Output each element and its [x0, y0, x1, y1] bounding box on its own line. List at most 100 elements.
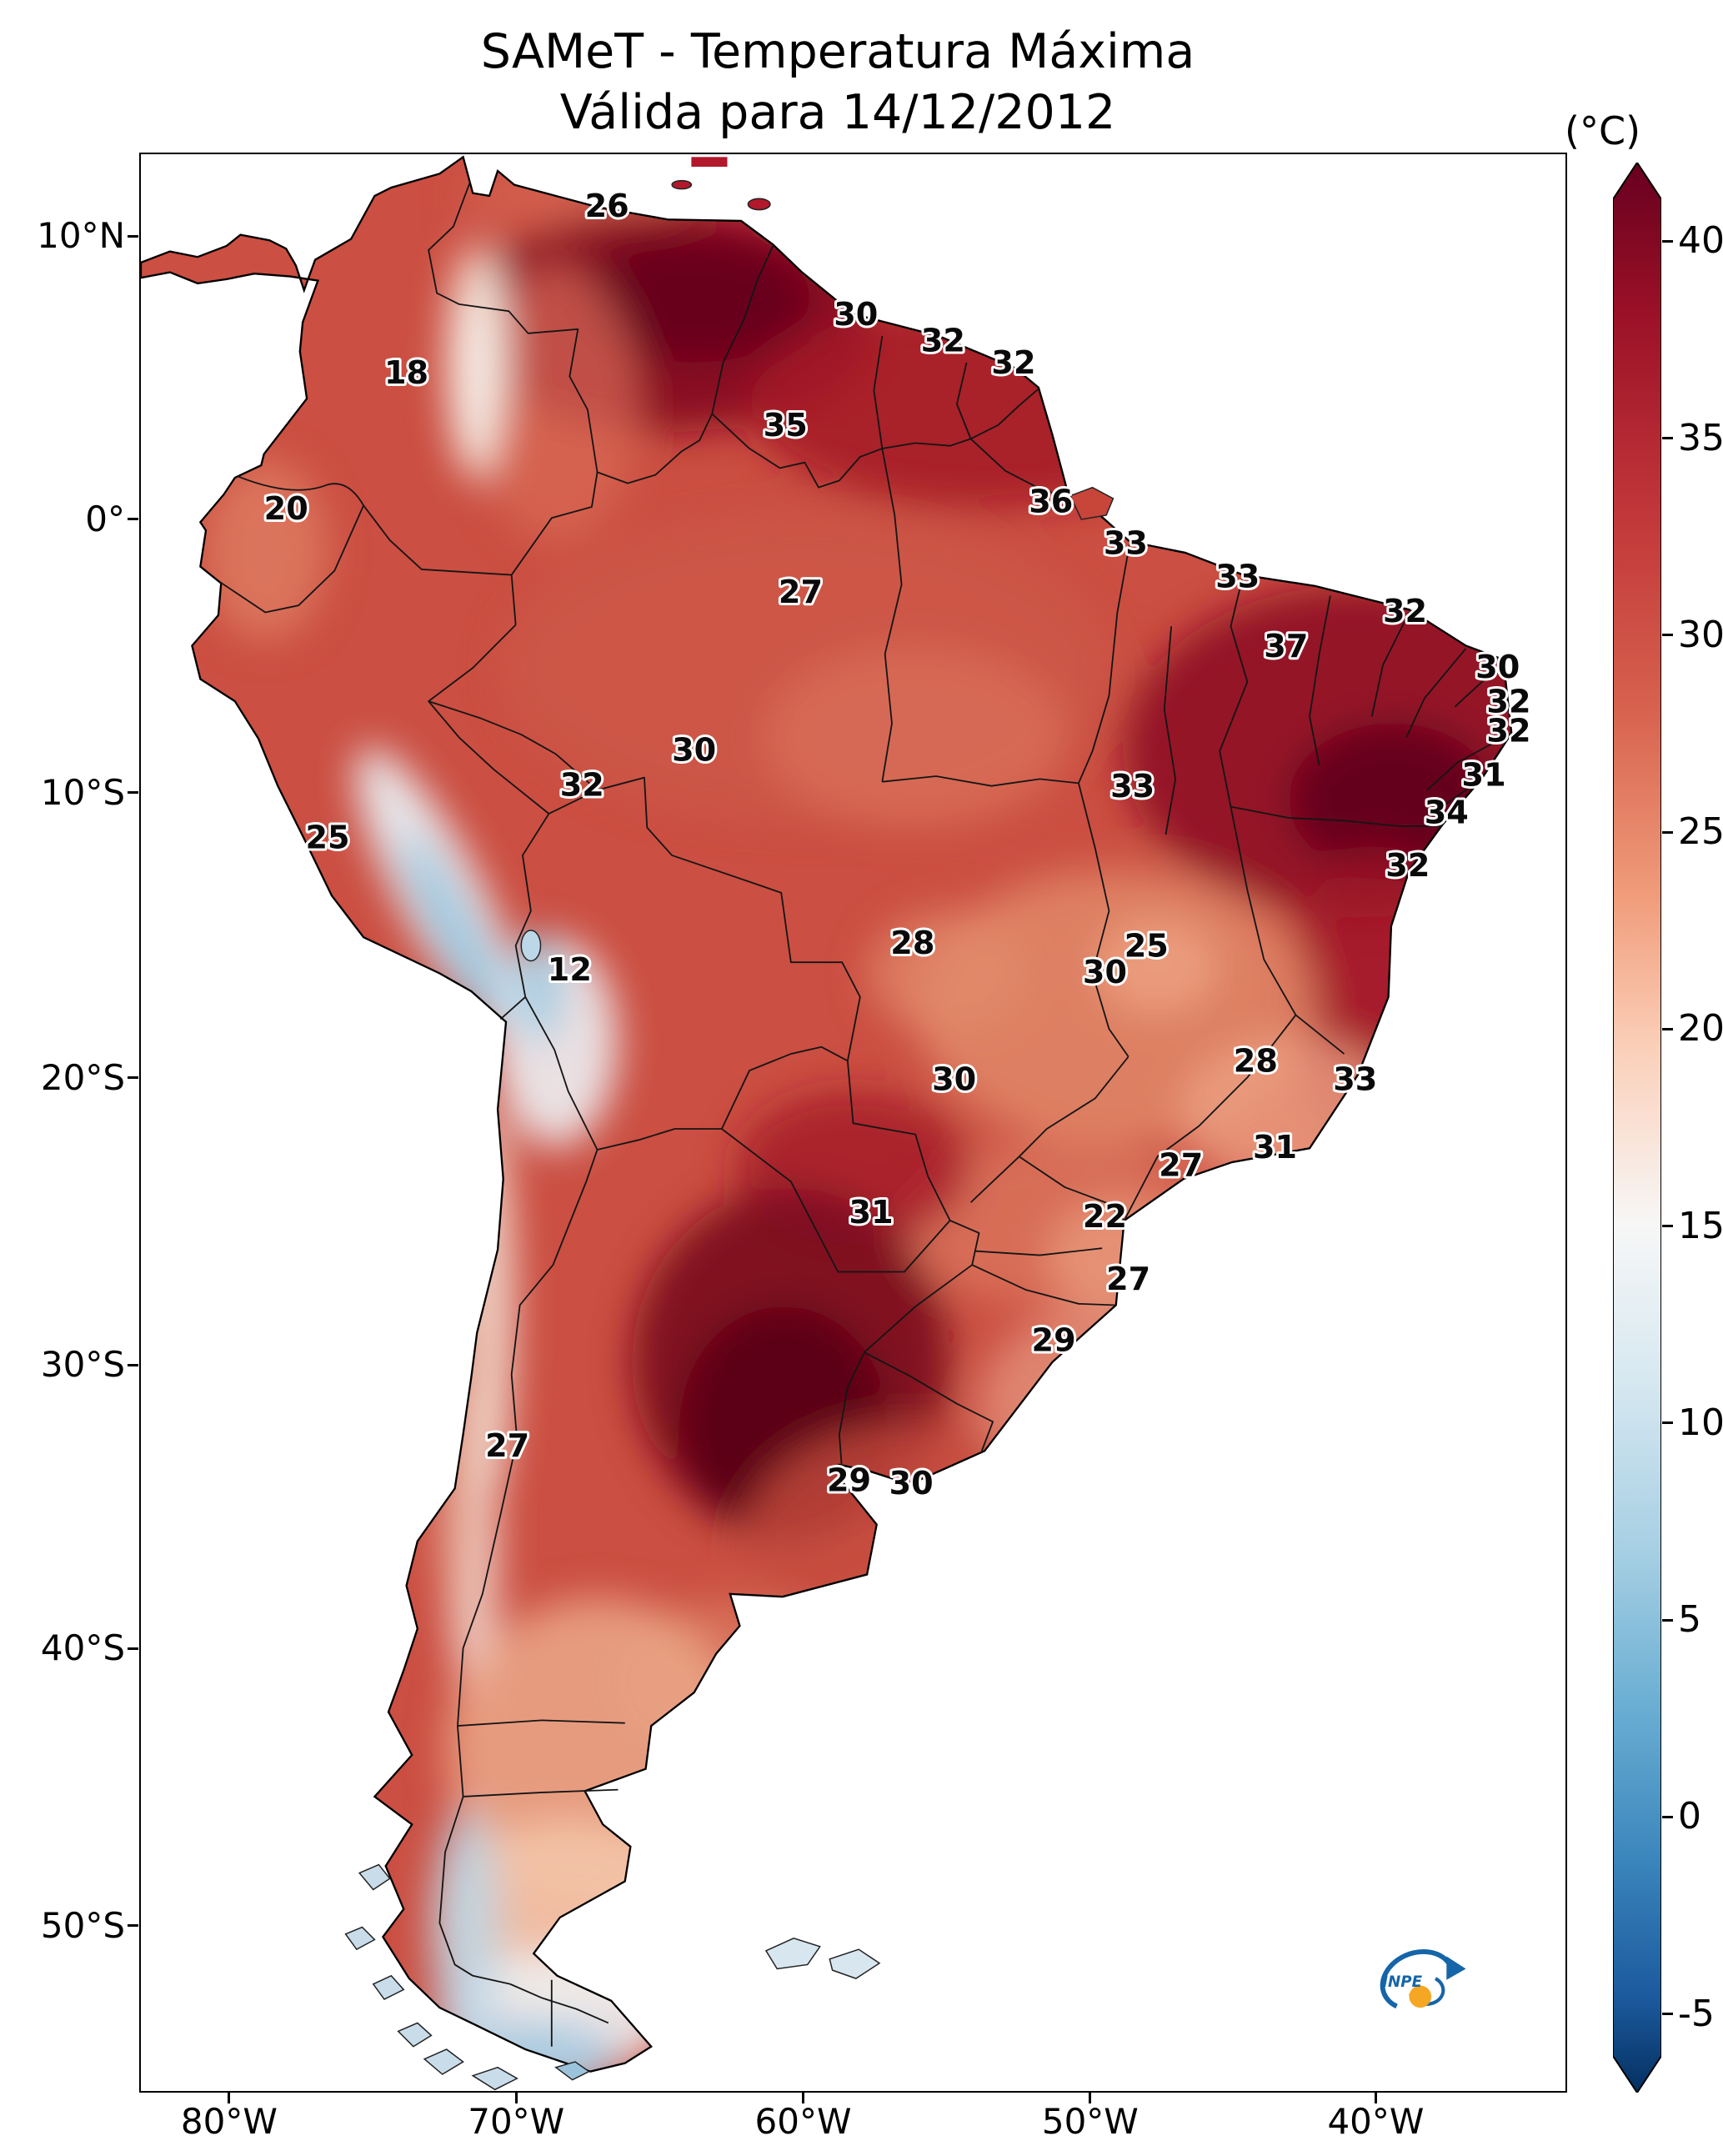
- colorbar-tick: [1662, 1421, 1673, 1425]
- y-axis-tick: [128, 518, 138, 521]
- figure-title: SAMeT - Temperatura Máxima Válida para 1…: [0, 22, 1675, 143]
- temperature-value-label: 29: [1032, 1322, 1076, 1359]
- y-axis-tick: [128, 791, 138, 795]
- x-axis-tick: [514, 2093, 518, 2103]
- colorbar-tick-label: 40: [1678, 219, 1723, 263]
- coastline: [141, 155, 1513, 2073]
- colorbar-tick: [1662, 1815, 1673, 1818]
- temperature-value-label: 30: [1475, 649, 1520, 686]
- temperature-value-label: 12: [548, 952, 592, 989]
- colorbar-tick-label: 10: [1678, 1401, 1723, 1444]
- y-axis-tick-label: 10°S: [40, 771, 125, 813]
- temperature-value-label: 27: [485, 1428, 529, 1465]
- x-axis-tick-label: 60°W: [754, 2101, 852, 2142]
- political-borders: [219, 181, 1512, 2047]
- temperature-value-label: 26: [585, 188, 629, 225]
- temperature-value-label: 33: [1110, 769, 1155, 805]
- colorbar-tick-label: -5: [1678, 1992, 1715, 2035]
- colorbar-tick: [1662, 634, 1673, 637]
- colorbar-tick-label: 5: [1678, 1598, 1701, 1642]
- colorbar-tick: [1662, 239, 1673, 243]
- temperature-value-label: 31: [1462, 758, 1506, 795]
- temperature-value-label: 34: [1425, 795, 1469, 832]
- temperature-value-label: 29: [827, 1463, 871, 1500]
- colorbar-svg: [1613, 163, 1661, 2093]
- colorbar-tick: [1662, 830, 1673, 834]
- temperature-value-label: 32: [1385, 848, 1430, 885]
- figure-title-line2: Válida para 14/12/2012: [559, 84, 1116, 140]
- temperature-value-label: 28: [1234, 1044, 1278, 1081]
- colorbar-tick-label: 0: [1678, 1795, 1701, 1838]
- y-axis-tick: [128, 1647, 138, 1650]
- y-axis-tick: [128, 234, 138, 238]
- colorbar-tick: [1662, 2013, 1673, 2015]
- temperature-value-label: 27: [779, 574, 823, 611]
- colorbar-tick: [1662, 1618, 1673, 1622]
- temperature-value-label: 25: [305, 820, 349, 857]
- temperature-value-label: 27: [1159, 1148, 1203, 1185]
- temperature-value-label: 30: [889, 1466, 934, 1502]
- y-axis-tick-label: 10°N: [37, 215, 125, 257]
- x-axis-tick: [802, 2093, 805, 2103]
- temperature-value-label: 32: [991, 345, 1035, 382]
- temperature-value-label: 30: [1083, 955, 1127, 991]
- temperature-value-label: 32: [921, 323, 965, 359]
- y-axis-tick-label: 20°S: [40, 1056, 125, 1098]
- temperature-value-label: 32: [560, 767, 604, 804]
- x-axis-tick: [1374, 2093, 1377, 2103]
- y-axis-tick-label: 30°S: [40, 1344, 125, 1386]
- temperature-value-label: 32: [1486, 713, 1530, 750]
- colorbar-tick-label: 30: [1678, 613, 1723, 656]
- colorbar-tick: [1662, 1225, 1673, 1228]
- temperature-value-label: 32: [1383, 594, 1427, 630]
- colorbar: [1613, 163, 1661, 2093]
- x-axis-tick-label: 70°W: [468, 2101, 565, 2142]
- inpe-logo-text: INPE: [1382, 1973, 1422, 1991]
- colorbar-tick: [1662, 437, 1673, 440]
- temperature-value-label: 18: [384, 355, 428, 392]
- temperature-value-label: 25: [1124, 928, 1169, 965]
- temperature-value-label: 31: [849, 1195, 894, 1231]
- colorbar-tick-label: 15: [1678, 1204, 1723, 1247]
- temperature-value-label: 36: [1029, 484, 1073, 521]
- temperature-value-label: 37: [1264, 629, 1308, 665]
- y-axis-tick-label: 50°S: [40, 1904, 125, 1946]
- temperature-value-label: 22: [1083, 1199, 1127, 1236]
- y-axis-tick-label: 40°S: [40, 1627, 125, 1669]
- colorbar-unit-label: (°C): [1565, 108, 1641, 153]
- temperature-value-label: 20: [264, 491, 308, 528]
- x-axis-tick: [1089, 2093, 1092, 2103]
- colorbar-bar: [1613, 163, 1661, 2093]
- figure-title-line1: SAMeT - Temperatura Máxima: [480, 24, 1195, 79]
- islands-and-lakes: [344, 157, 1114, 2091]
- colorbar-tick: [1662, 1027, 1673, 1030]
- x-axis-tick-label: 50°W: [1041, 2101, 1139, 2142]
- x-axis-tick-label: 40°W: [1327, 2101, 1425, 2142]
- temperature-value-label: 33: [1215, 559, 1260, 595]
- temperature-value-label: 30: [932, 1061, 976, 1098]
- temperature-value-label: 28: [890, 925, 934, 962]
- x-axis-tick-label: 80°W: [180, 2101, 278, 2142]
- temperature-value-label: 33: [1104, 526, 1148, 563]
- temperature-value-label: 30: [834, 297, 878, 333]
- y-axis-tick-label: 0°: [85, 498, 125, 539]
- colorbar-tick-label: 35: [1678, 416, 1723, 459]
- map-plot-area: 26 30 32 32 18 35 20 36 33 33 27 32 37 30 32 32 30 31 32 33…: [139, 153, 1567, 2093]
- y-axis-tick: [128, 1363, 138, 1366]
- y-axis-tick: [128, 1924, 138, 1928]
- colorbar-tick-label: 25: [1678, 810, 1723, 854]
- x-axis-tick: [228, 2093, 231, 2103]
- inpe-logo-swirl-icon: [1380, 1949, 1455, 2009]
- temperature-value-label: 30: [672, 733, 716, 770]
- temperature-value-label: 27: [1106, 1261, 1150, 1298]
- y-axis-tick: [128, 1076, 138, 1080]
- temperature-value-label: 32: [1486, 684, 1530, 720]
- inpe-logo-orange-dot-icon: [1409, 1985, 1432, 2008]
- temperature-value-label: 33: [1333, 1061, 1377, 1098]
- colorbar-tick-label: 20: [1678, 1007, 1723, 1050]
- temperature-value-label: 35: [764, 408, 808, 444]
- temperature-value-label: 31: [1253, 1130, 1297, 1166]
